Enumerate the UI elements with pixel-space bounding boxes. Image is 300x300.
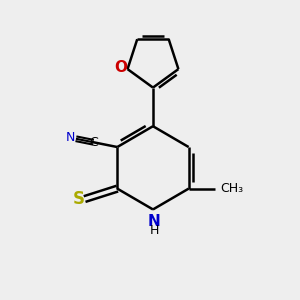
- Text: CH₃: CH₃: [220, 182, 243, 195]
- Text: N: N: [66, 131, 75, 144]
- Text: O: O: [115, 60, 128, 75]
- Text: N: N: [148, 214, 161, 230]
- Text: C: C: [89, 136, 98, 149]
- Text: S: S: [73, 190, 85, 208]
- Text: H: H: [150, 224, 159, 237]
